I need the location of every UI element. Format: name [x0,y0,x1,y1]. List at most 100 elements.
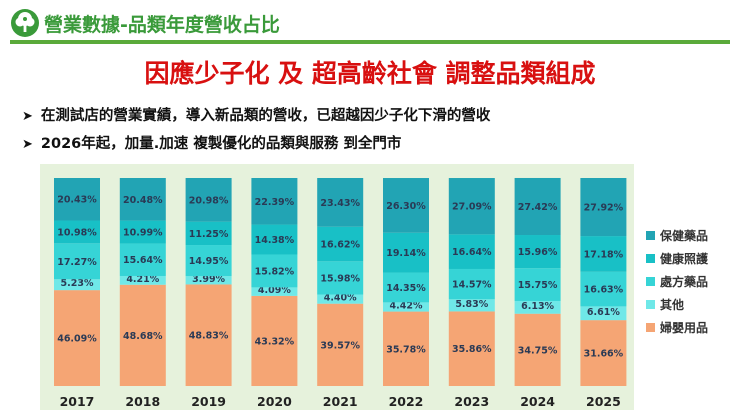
bar-segment [119,284,166,386]
bar-segment [185,276,232,285]
data-label: 20.43% [57,195,97,206]
bullet-text-2: 2026年起，加量.加速 複製優化的品類與服務 到全門市 [40,136,402,152]
bar-segment [185,245,232,277]
data-label: 14.95% [189,256,229,267]
bar-segment [514,313,561,386]
bar-segment [251,287,298,296]
legend-label: 婦嬰用品 [659,320,708,335]
data-label: 4.21% [126,274,159,285]
bar-segment [119,243,166,276]
bar-segment [448,234,495,269]
bar-segment [119,275,166,285]
data-label: 15.82% [255,266,295,277]
data-label: 23.43% [320,198,360,209]
data-label: 27.42% [518,202,558,213]
bar-segment [383,311,429,386]
data-label: 16.64% [452,247,492,258]
legend-swatch [646,300,655,309]
bar-segment [54,243,100,280]
bar-segment [251,178,298,225]
data-label: 4.42% [390,300,423,311]
bar-segment [580,271,627,307]
bar-segment [383,232,429,273]
bar-segment [448,299,495,312]
legend-swatch [646,254,655,263]
data-label: 46.09% [57,334,97,345]
bar-segment [383,302,429,312]
main-title: 因應少子化 及 超高齡社會 調整品類組成 [144,59,596,88]
header: 營業數據-品類年度營收占比 [0,0,740,46]
data-label: 15.64% [123,255,163,266]
data-label: 6.13% [521,301,554,312]
data-label: 3.99% [192,274,225,285]
legend-swatch [646,277,655,286]
bar-segment [54,178,100,221]
data-label: 34.75% [518,345,558,356]
bar-segment [251,295,298,386]
bar-segment [448,178,495,235]
x-tick-label: 2017 [60,394,95,409]
data-label: 39.57% [320,340,360,351]
header-divider [10,40,730,44]
data-label: 27.92% [584,203,624,214]
data-label: 48.83% [189,331,229,342]
data-label: 10.98% [57,227,97,238]
x-tick-label: 2019 [191,394,226,409]
bar-segment [119,178,166,221]
bar-segment [580,178,627,237]
bullet-arrow-icon: ➤ [22,137,33,152]
bar-segment [54,279,100,291]
data-label: 6.61% [587,307,620,318]
data-label: 5.83% [455,299,488,310]
bar-segment [448,268,495,300]
bar-segment [185,178,232,222]
bar-segment [317,178,364,227]
bar-segment [383,178,429,233]
legend-swatch [646,323,655,332]
data-label: 20.98% [189,195,229,206]
legend-label: 其他 [660,297,684,312]
data-label: 4.40% [324,293,357,304]
bar-segment [580,236,627,272]
bar-segment [514,177,561,236]
bar-segment [580,306,627,321]
x-tick-label: 2020 [257,394,292,409]
data-label: 14.38% [255,235,295,246]
data-label: 16.62% [320,240,360,251]
bar-segment [251,224,298,255]
data-label: 22.39% [255,197,295,208]
data-label: 43.32% [255,336,295,347]
data-label: 15.96% [518,247,558,258]
bullet-item-1: ➤ 在測試店的營業實績，導入新品類的營收，已超越因少子化下滑的營收 [22,104,490,125]
x-tick-label: 2021 [323,394,358,409]
data-label: 20.48% [123,195,163,206]
bar-segment [119,220,166,244]
bullet-item-2: ➤ 2026年起，加量.加速 複製優化的品類與服務 到全門市 [22,132,401,153]
x-tick-label: 2022 [389,394,424,409]
legend-label: 健康照護 [660,251,709,266]
data-label: 35.78% [386,344,426,355]
bar-segment [317,303,364,386]
x-tick-label: 2018 [125,394,160,409]
data-label: 35.86% [452,344,492,355]
data-label: 16.63% [584,285,624,296]
bullet-arrow-icon: ➤ [22,109,33,124]
data-label: 17.27% [57,257,97,268]
data-label: 48.68% [123,331,163,342]
x-tick-label: 2024 [520,394,555,409]
data-label: 15.98% [320,273,360,284]
legend-label: 處方藥品 [660,274,708,289]
bar-segment [54,220,100,244]
data-label: 31.66% [584,349,624,360]
data-label: 14.35% [386,283,426,294]
data-label: 27.09% [452,202,492,213]
bar-segment [185,284,232,386]
bar-segment [251,254,298,288]
data-label: 10.99% [123,228,163,239]
data-label: 15.75% [518,280,558,291]
data-label: 19.14% [386,248,426,259]
tree-logo-icon [11,9,39,37]
bar-segment [580,320,627,386]
bar-segment [317,226,364,262]
